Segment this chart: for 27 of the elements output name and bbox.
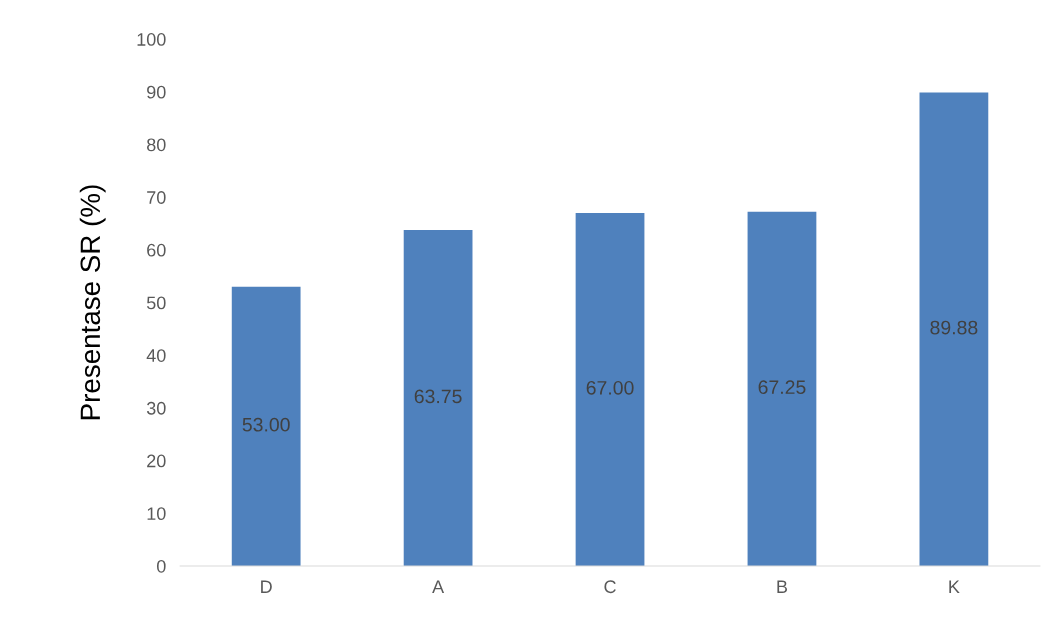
x-tick-label: K <box>949 580 960 593</box>
x-tick-label: C <box>604 580 616 594</box>
y-tick-label: 90 <box>147 85 166 99</box>
data-label: 89.88 <box>930 320 978 335</box>
data-label: 67.25 <box>758 380 806 395</box>
data-label: 67.00 <box>586 380 634 395</box>
x-tick-label: B <box>777 580 788 593</box>
y-tick-label: 20 <box>147 454 166 468</box>
y-tick-label: 70 <box>147 191 166 204</box>
y-tick-label: 60 <box>147 243 166 257</box>
y-tick-label: 0 <box>156 559 166 573</box>
bar <box>575 212 645 566</box>
bar <box>403 230 473 566</box>
y-tick-label: 50 <box>146 296 166 310</box>
y-tick-label: 100 <box>137 33 166 46</box>
bar <box>747 211 817 566</box>
bar <box>231 286 301 566</box>
y-tick-label: 30 <box>146 401 166 415</box>
bar <box>919 92 989 566</box>
y-axis-title: Presentase SR (%) <box>79 185 106 420</box>
y-tick-label: 40 <box>146 349 166 362</box>
y-tick-label: 10 <box>147 507 166 521</box>
data-label: 53.00 <box>242 417 290 432</box>
x-tick-label: A <box>432 580 445 593</box>
x-tick-label: D <box>261 580 272 593</box>
data-label: 63.75 <box>414 389 462 404</box>
y-tick-label: 80 <box>147 138 166 152</box>
